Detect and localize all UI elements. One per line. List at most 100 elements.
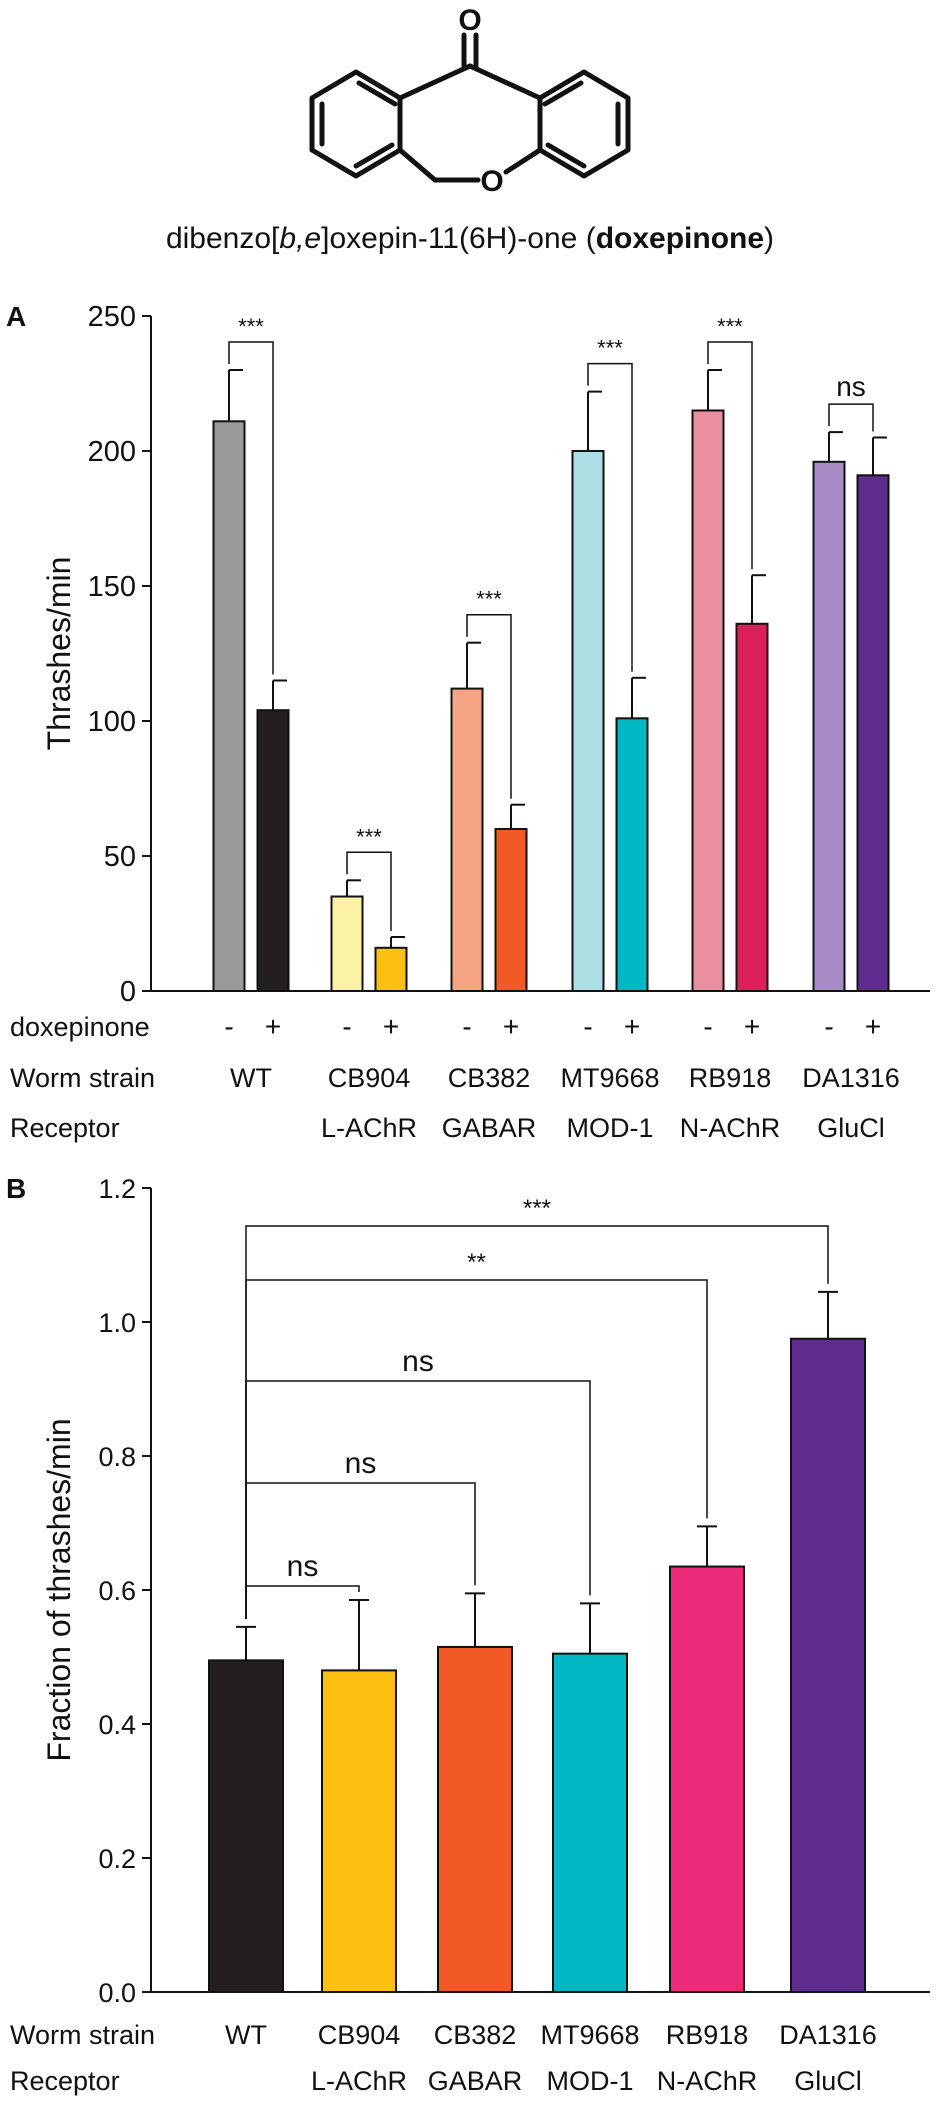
panel-b-y-tick-label: 1.2: [98, 1174, 136, 1204]
panel-a-bar: [735, 622, 769, 992]
panel-a-chart: A 0 50 100 150 200 250 Thrashes/min doxepinone Wo…: [6, 301, 930, 1143]
panel-b-row-label-receptor: Receptor: [10, 2066, 120, 2096]
caption-middle: ]oxepin-11(6H)-one (: [321, 222, 596, 255]
panel-a-y-tick-label: 50: [104, 841, 136, 873]
panel-b-y-tick-label: 0.4: [98, 1710, 136, 1740]
panel-a-significance-bracket: [346, 851, 392, 931]
panel-a-strain-label: RB918: [689, 1063, 772, 1093]
panel-a-significance-bracket: [466, 613, 512, 799]
doxepinone-structure: [309, 32, 631, 183]
panel-a-significance-label: ***: [476, 587, 502, 612]
panel-b-comparison-bracket: [245, 1585, 360, 1619]
panel-a-receptor-label: GABAR: [442, 1113, 537, 1143]
panel-b-y-tick-label: 1.0: [98, 1308, 136, 1338]
panel-a-bar: [450, 687, 484, 992]
panel-b-bar: [321, 1669, 397, 1994]
panel-a-y-tick-label: 200: [88, 436, 136, 468]
bond-o-ring: [503, 147, 543, 175]
right-ring-double-1: [542, 80, 584, 107]
bond-ketone-left: [397, 63, 473, 101]
panel-b-chart: B 0.0 0.2 0.4 0.6 0.8 1.0 1.2 Fraction of thrash…: [6, 1173, 930, 2096]
panel-a-treatment-label: +: [624, 1011, 640, 1042]
panel-a-treatment-label: +: [865, 1011, 881, 1042]
panel-b-receptor-label: N-AChR: [657, 2066, 758, 2096]
panel-a-strain-label: CB904: [328, 1063, 411, 1093]
panel-a-significance-bracket: [828, 403, 874, 432]
panel-a-strain-label: CB382: [448, 1063, 531, 1093]
panel-a-y-tick-label: 250: [88, 301, 136, 333]
panel-b-strain-label: DA1316: [779, 2020, 877, 2050]
panel-a-row-label-treatment: doxepinone: [10, 1012, 150, 1042]
panel-a-bar: [330, 895, 364, 992]
panel-a-bar: [256, 709, 290, 992]
panel-b-bar: [437, 1645, 513, 1993]
panel-b-receptor-label: GABAR: [428, 2066, 523, 2096]
panel-a-strain-label: MT9668: [560, 1063, 659, 1093]
bond-ketone-right: [467, 63, 543, 101]
panel-b-comparison-bracket: [245, 1482, 476, 1619]
panel-b-y-tick-label: 0.6: [98, 1576, 136, 1606]
caption-bold: doxepinone: [596, 222, 764, 255]
panel-a-treatment-label: +: [503, 1011, 519, 1042]
panel-a-receptor-label: GluCl: [817, 1113, 885, 1143]
panel-b-y-tick-label: 0.0: [98, 1978, 136, 2008]
panel-b-comparison-label: ***: [523, 1195, 551, 1222]
panel-a-significance-label: ***: [717, 314, 743, 339]
panel-b-bar: [669, 1565, 745, 1994]
panel-b-comparison-bracket: [245, 1380, 591, 1619]
panel-a-significance-label: ***: [356, 824, 382, 849]
panel-b-label: B: [6, 1173, 26, 1204]
panel-a-bar: [494, 828, 528, 992]
panel-a-significance-label: ***: [238, 314, 264, 339]
panel-b-strain-label: WT: [225, 2020, 267, 2050]
atom-o-carbonyl: O: [458, 4, 481, 37]
left-benzene-ring: [309, 69, 403, 179]
right-benzene-ring: [537, 69, 631, 179]
panel-a-strain-label: DA1316: [802, 1063, 900, 1093]
panel-b-bar: [552, 1652, 628, 1994]
panel-a-row-label-receptor: Receptor: [10, 1113, 120, 1143]
atom-o-ring: O: [480, 165, 503, 198]
panel-a-significance-bracket: [707, 341, 753, 570]
panel-a-row-label-strain: Worm strain: [10, 1063, 155, 1093]
panel-b-receptor-label: MOD-1: [547, 2066, 634, 2096]
panel-b-y-axis-title: Fraction of thrashes/min: [41, 1418, 77, 1761]
panel-b-receptor-label: GluCl: [794, 2066, 862, 2096]
panel-a-treatment-label: -: [583, 1011, 592, 1042]
panel-a-treatment-label: -: [342, 1011, 351, 1042]
panel-a-label: A: [6, 301, 26, 332]
panel-b-y-tick-label: 0.2: [98, 1844, 136, 1874]
panel-a-treatment-label: -: [824, 1011, 833, 1042]
left-ring-double-3: [353, 142, 395, 169]
panel-a-bar: [571, 450, 605, 992]
panel-a-bar: [615, 717, 649, 992]
molecule-caption: dibenzo[b,e]oxepin-11(6H)-one (doxepinon…: [166, 222, 774, 255]
panel-a-treatment-label: -: [703, 1011, 712, 1042]
panel-a-treatment-label: +: [265, 1011, 281, 1042]
panel-a-y-axis-title: Thrashes/min: [41, 557, 77, 751]
panel-b-row-label-strain: Worm strain: [10, 2020, 155, 2050]
panel-a-strain-label: WT: [230, 1063, 272, 1093]
panel-b-receptor-label: L-AChR: [311, 2066, 407, 2096]
panel-b-comparison-label: ns: [287, 1550, 319, 1583]
panel-a-y-tick-label: 100: [88, 706, 136, 738]
panel-a-bar: [856, 474, 890, 992]
panel-b-comparison-label: ns: [402, 1345, 434, 1378]
panel-a-receptor-label: MOD-1: [567, 1113, 654, 1143]
caption-prefix: dibenzo[: [166, 222, 280, 255]
left-ring-double-1: [356, 80, 398, 107]
caption-suffix: ): [764, 222, 774, 255]
panel-b-y-tick-label: 0.8: [98, 1442, 136, 1472]
panel-a-receptor-label: N-AChR: [680, 1113, 781, 1143]
caption-italic: b,e: [279, 222, 321, 255]
panel-b-comparison-label: **: [467, 1249, 486, 1276]
panel-b-strain-label: RB918: [666, 2020, 749, 2050]
panel-a-bar: [374, 946, 408, 992]
panel-b-bar: [208, 1659, 284, 1993]
panel-a-bar: [812, 460, 846, 992]
panel-a-bar: [212, 420, 246, 992]
panel-a-significance-label: ns: [836, 371, 866, 402]
bond-ch2: [397, 147, 438, 183]
panel-a-significance-bracket: [228, 341, 274, 675]
